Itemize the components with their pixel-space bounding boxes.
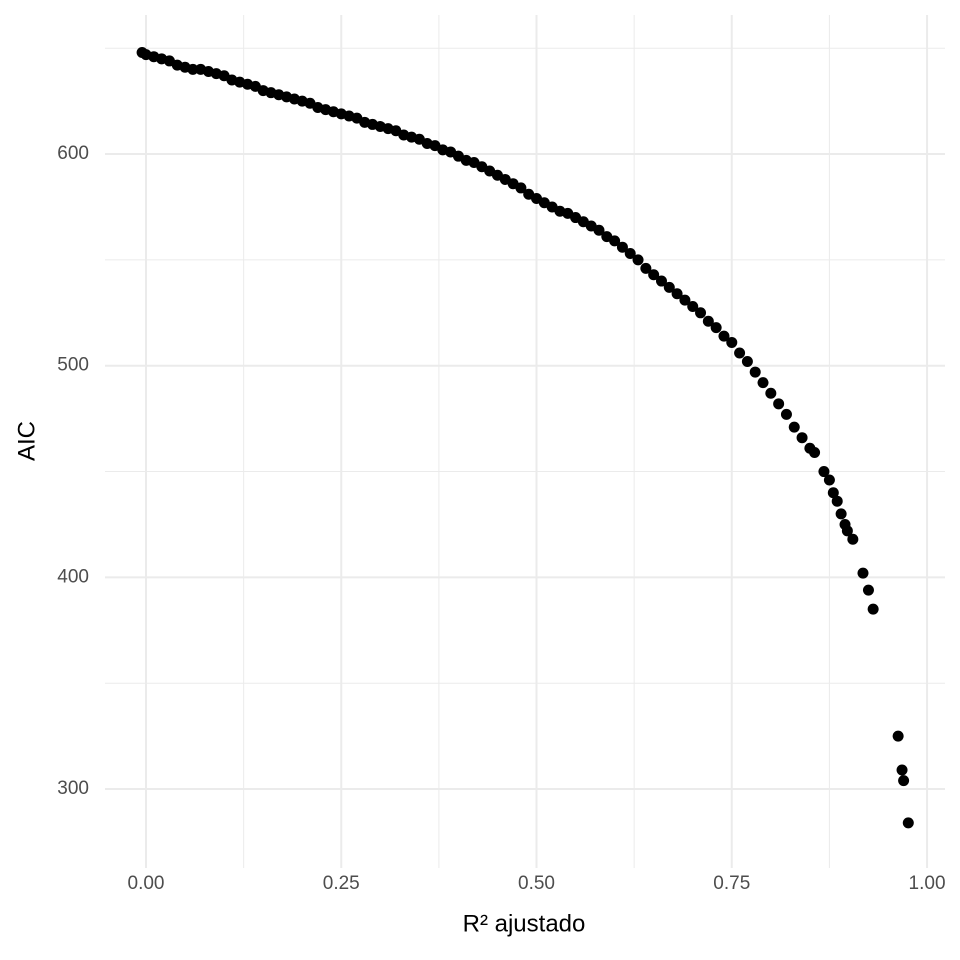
x-axis-title: R² ajustado [463, 910, 586, 937]
point [663, 281, 675, 293]
point [827, 487, 839, 499]
point [616, 241, 628, 253]
point [624, 248, 636, 260]
point [835, 508, 847, 520]
y-tick-label: 500 [57, 355, 89, 376]
point [749, 366, 761, 378]
point [187, 63, 199, 75]
point [757, 377, 769, 389]
point [831, 495, 843, 507]
point [710, 322, 722, 334]
point [857, 567, 869, 579]
point [655, 275, 667, 287]
point [702, 315, 714, 327]
point [609, 235, 621, 247]
point [818, 466, 830, 478]
point [741, 355, 753, 367]
point [867, 603, 879, 615]
point [773, 398, 785, 410]
point [679, 294, 691, 306]
x-tick-label: 0.25 [323, 873, 360, 894]
point [632, 254, 644, 266]
point [898, 775, 910, 787]
point [515, 182, 527, 194]
point [788, 421, 800, 433]
y-tick-label: 300 [57, 778, 89, 799]
x-tick-label: 0.75 [713, 873, 750, 894]
point [902, 817, 914, 829]
x-tick-label: 0.50 [518, 873, 555, 894]
point [648, 269, 660, 281]
point [593, 224, 605, 236]
y-axis-title: AIC [13, 421, 40, 461]
point [718, 330, 730, 342]
point [892, 730, 904, 742]
point [841, 525, 853, 537]
point [780, 408, 792, 420]
x-tick-label: 1.00 [909, 873, 946, 894]
point [671, 288, 683, 300]
point [765, 387, 777, 399]
point [896, 764, 908, 776]
point [847, 533, 859, 545]
y-tick-label: 600 [57, 143, 89, 164]
point [796, 432, 808, 444]
point [695, 307, 707, 319]
x-tick-label: 0.00 [128, 873, 165, 894]
point [862, 584, 874, 596]
y-tick-label: 400 [57, 566, 89, 587]
point [687, 300, 699, 312]
point [726, 336, 738, 348]
point [640, 262, 652, 274]
point [809, 447, 821, 459]
point [734, 347, 746, 359]
point [823, 474, 835, 486]
